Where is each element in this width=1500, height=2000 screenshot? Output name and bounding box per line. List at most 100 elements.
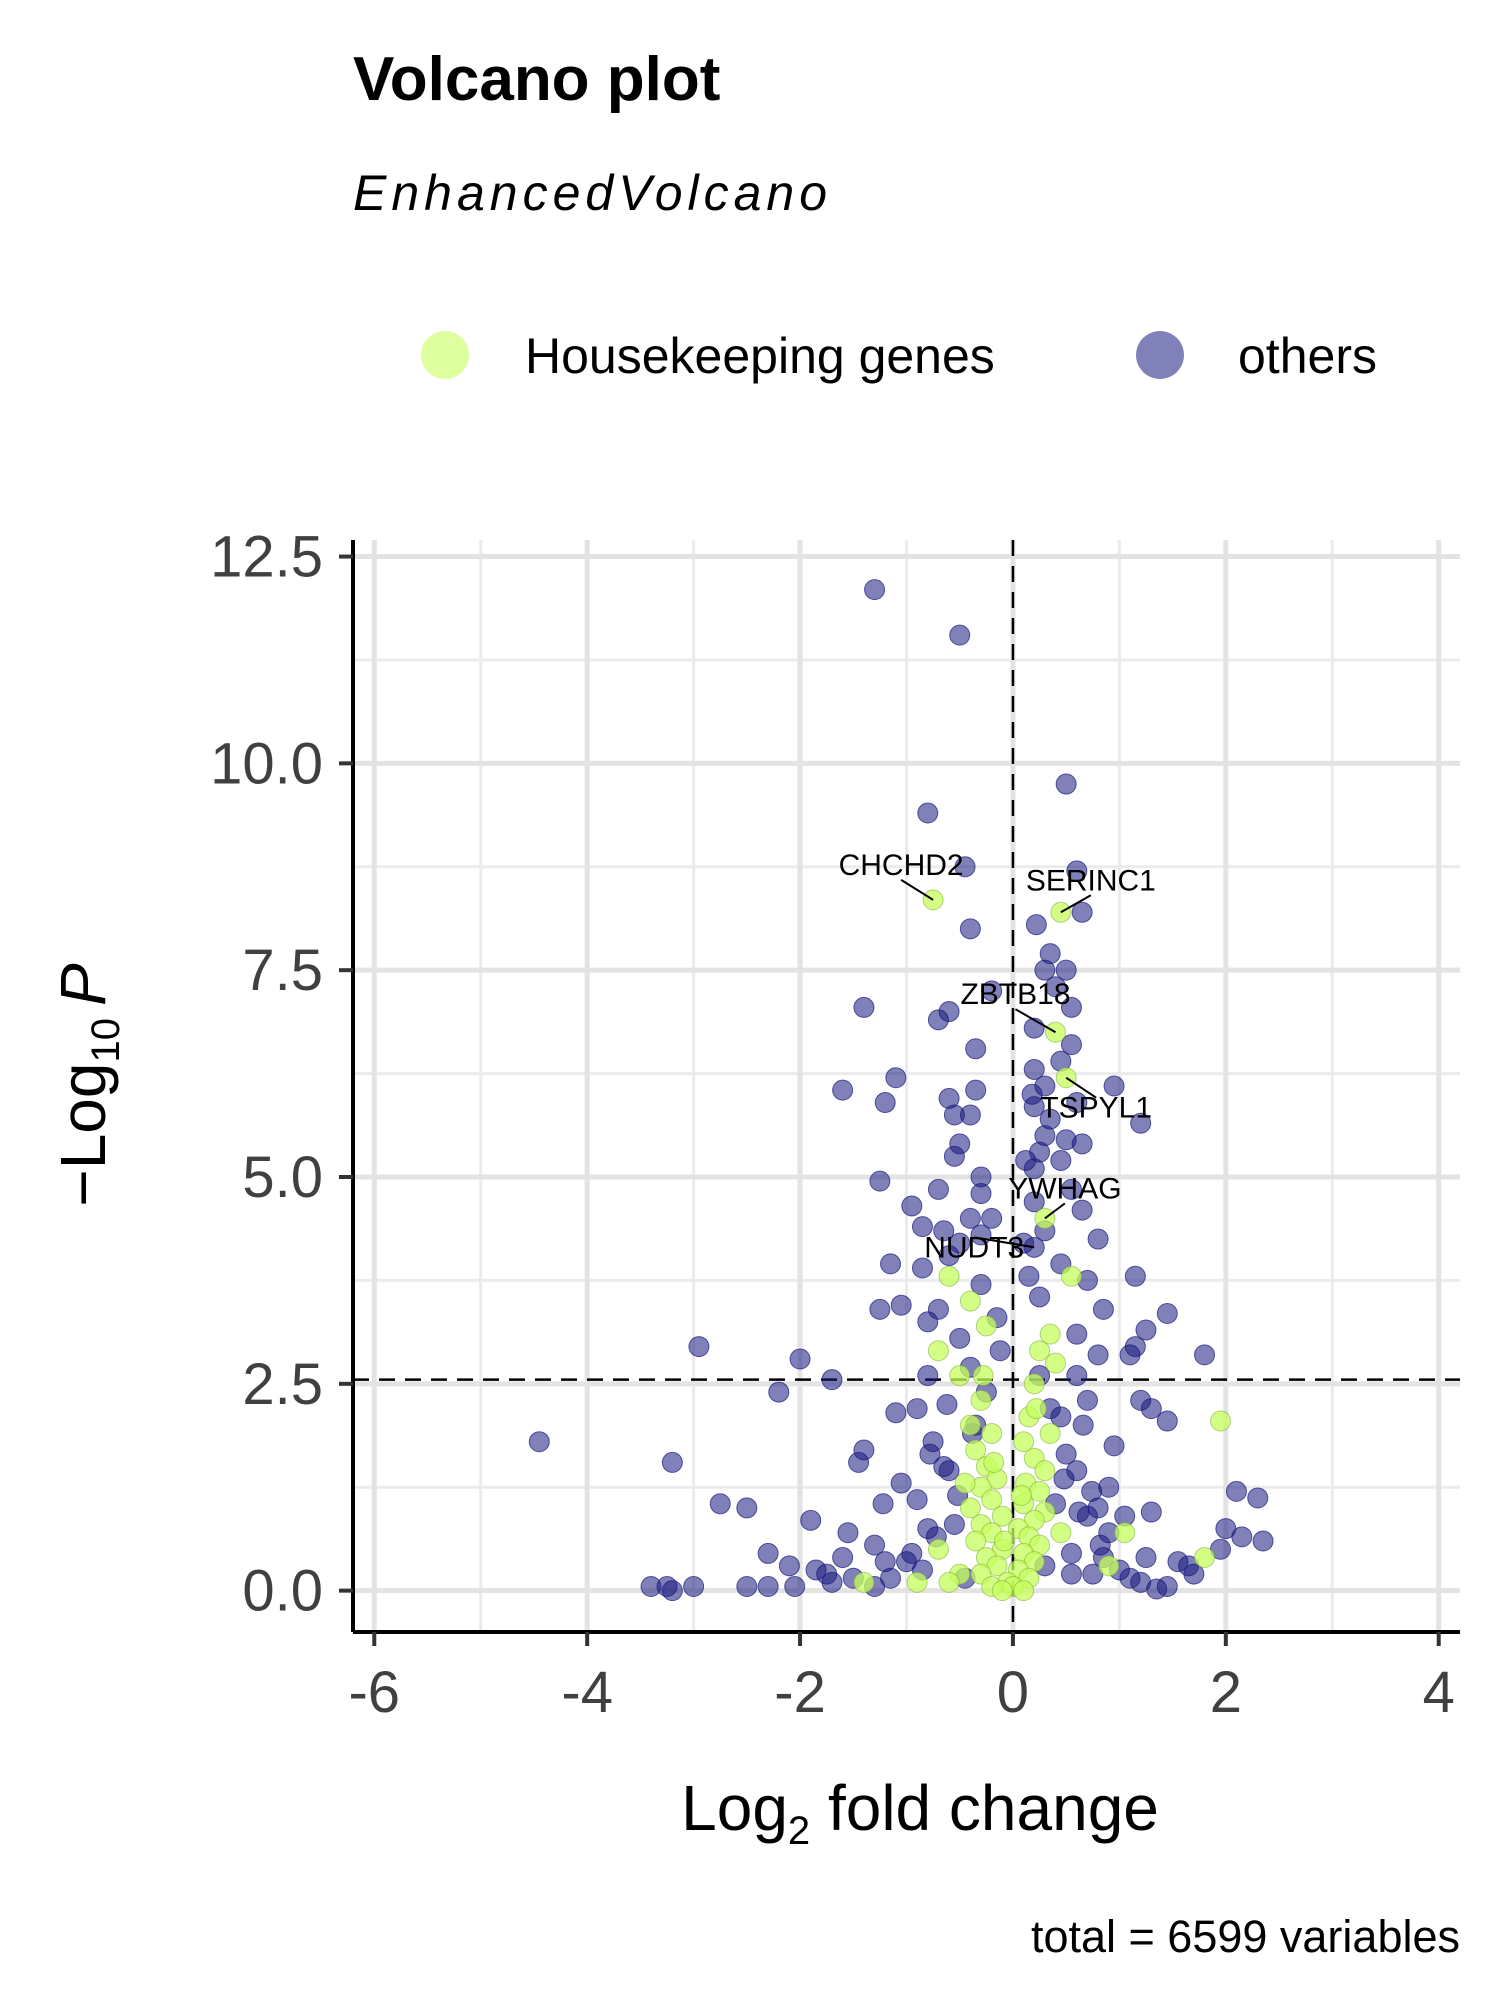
point-others bbox=[943, 1513, 965, 1535]
chart-caption: total = 6599 variables bbox=[1031, 1911, 1460, 1962]
point-others bbox=[1130, 1112, 1152, 1134]
point-others bbox=[1140, 1398, 1162, 1420]
point-others bbox=[869, 1298, 891, 1320]
point-others bbox=[1119, 1344, 1141, 1366]
point-others bbox=[1135, 1547, 1157, 1569]
point-others bbox=[1247, 1487, 1269, 1509]
point-others bbox=[853, 996, 875, 1018]
point-others bbox=[832, 1079, 854, 1101]
point-others bbox=[1060, 1034, 1082, 1056]
point-housekeeping bbox=[983, 1451, 1005, 1473]
point-others bbox=[784, 1576, 806, 1597]
point-housekeeping bbox=[938, 1265, 960, 1287]
point-housekeeping bbox=[975, 1315, 997, 1337]
point-others bbox=[1231, 1526, 1253, 1548]
point-others bbox=[1066, 860, 1088, 882]
point-housekeeping bbox=[1194, 1547, 1216, 1569]
point-housekeeping bbox=[1060, 1265, 1082, 1287]
point-housekeeping bbox=[1210, 1410, 1232, 1432]
point-others bbox=[1060, 996, 1082, 1018]
point-others bbox=[880, 1253, 902, 1275]
point-housekeeping bbox=[991, 1505, 1013, 1527]
point-others bbox=[965, 1079, 987, 1101]
point-others bbox=[1194, 1344, 1216, 1366]
point-housekeeping bbox=[927, 1340, 949, 1362]
point-housekeeping bbox=[906, 1571, 928, 1593]
point-others bbox=[872, 1493, 894, 1515]
point-others bbox=[661, 1451, 683, 1473]
point-others bbox=[1252, 1530, 1274, 1552]
point-housekeeping bbox=[965, 1439, 987, 1461]
x-tick-label: 0 bbox=[997, 1660, 1029, 1725]
point-housekeeping bbox=[959, 1497, 981, 1519]
point-housekeeping bbox=[981, 1422, 1003, 1444]
point-others bbox=[906, 1489, 928, 1511]
gene-label: NUDT3 bbox=[924, 1231, 1024, 1264]
point-others bbox=[1183, 1563, 1205, 1585]
gene-label-connector bbox=[1015, 1008, 1057, 1034]
point-others bbox=[805, 1559, 827, 1581]
point-others bbox=[959, 1207, 981, 1229]
point-others bbox=[981, 980, 1003, 1002]
point-others bbox=[1092, 1298, 1114, 1320]
point-others bbox=[927, 1009, 949, 1031]
point-others bbox=[709, 1493, 731, 1515]
point-others bbox=[757, 1542, 779, 1564]
point-others bbox=[954, 856, 976, 878]
point-others bbox=[989, 1340, 1011, 1362]
point-others bbox=[1060, 1542, 1082, 1564]
gene-label-connector bbox=[900, 879, 934, 901]
point-others bbox=[1023, 1058, 1045, 1080]
point-others bbox=[1087, 1228, 1109, 1250]
point-others bbox=[1167, 1551, 1189, 1573]
point-others bbox=[890, 1294, 912, 1316]
point-others bbox=[1066, 1365, 1088, 1387]
point-others bbox=[938, 1245, 960, 1267]
point-others bbox=[911, 1216, 933, 1238]
point-others bbox=[1034, 959, 1056, 981]
grid bbox=[353, 540, 1460, 1632]
y-tick-label: 12.5 bbox=[210, 525, 323, 590]
point-housekeeping bbox=[1013, 1580, 1035, 1602]
point-housekeeping bbox=[1023, 1373, 1045, 1395]
point-others bbox=[736, 1576, 758, 1597]
point-housekeeping bbox=[965, 1530, 987, 1552]
point-housekeeping bbox=[1039, 1422, 1061, 1444]
point-others bbox=[1156, 1303, 1178, 1324]
point-others bbox=[837, 1522, 859, 1544]
point-housekeeping bbox=[993, 1530, 1015, 1552]
point-others bbox=[927, 1178, 949, 1200]
point-others bbox=[821, 1369, 843, 1391]
point-others bbox=[1103, 1435, 1125, 1457]
gene-label-connector bbox=[1044, 1202, 1066, 1220]
chart-title: Volcano plot bbox=[353, 45, 720, 114]
point-housekeeping bbox=[1010, 1485, 1032, 1506]
point-housekeeping bbox=[981, 1489, 1003, 1511]
point-others bbox=[789, 1348, 811, 1370]
point-housekeeping bbox=[927, 1538, 949, 1560]
point-others bbox=[970, 1274, 992, 1296]
point-housekeeping bbox=[938, 1571, 960, 1593]
y-tick-label: 10.0 bbox=[210, 731, 323, 796]
point-others bbox=[919, 1443, 941, 1465]
point-housekeeping bbox=[853, 1571, 875, 1593]
point-others bbox=[848, 1451, 870, 1473]
point-others bbox=[1023, 1191, 1045, 1213]
point-housekeeping bbox=[1050, 1522, 1072, 1544]
gene-label: ZBTB18 bbox=[960, 978, 1070, 1011]
point-others bbox=[768, 1381, 790, 1403]
point-others bbox=[933, 1220, 955, 1242]
point-others bbox=[943, 1145, 965, 1167]
point-housekeeping bbox=[1039, 1323, 1061, 1345]
point-housekeeping bbox=[972, 1365, 994, 1387]
point-others bbox=[1081, 1480, 1103, 1502]
point-others bbox=[1146, 1578, 1168, 1600]
point-others bbox=[874, 1092, 896, 1114]
gene-label: SERINC1 bbox=[1026, 864, 1156, 897]
point-others bbox=[981, 1207, 1003, 1229]
point-others bbox=[949, 624, 971, 646]
point-housekeeping bbox=[959, 1414, 981, 1436]
point-others bbox=[1055, 773, 1077, 795]
point-others bbox=[1025, 914, 1047, 936]
point-others bbox=[1045, 976, 1067, 998]
